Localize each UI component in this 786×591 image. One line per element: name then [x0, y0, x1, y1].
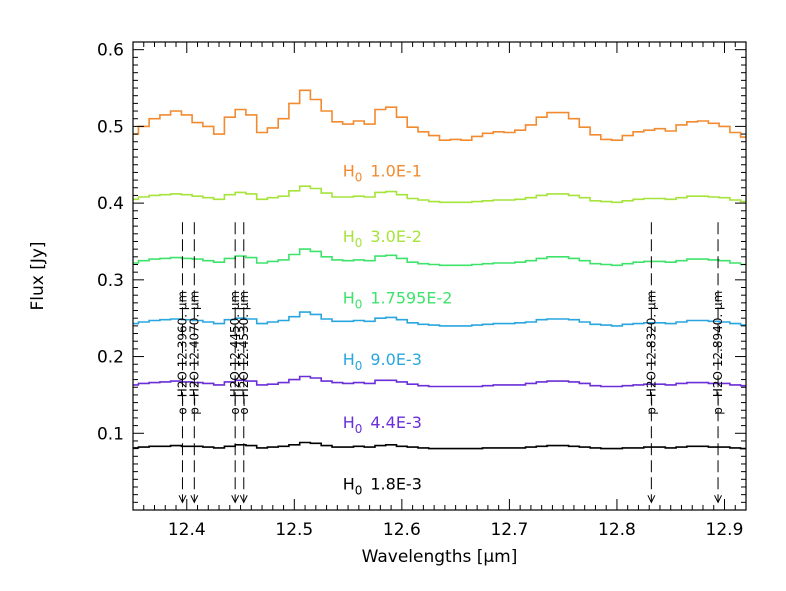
series-label-4: H0 9.0E-3 [343, 350, 422, 373]
line-marker-label-1: o−H2O 12.3960. μm [175, 291, 189, 415]
y-tick-label: 0.5 [97, 117, 124, 137]
series-label-3: H0 1.7595E-2 [343, 289, 453, 312]
series-line-2 [133, 185, 746, 204]
chart-marks: H0 1.0E-1 H0 3.0E-2 H0 1.7595E-2 H0 9.0E-3 H0 4.4… [133, 89, 746, 504]
series-label-5: H0 4.4E-3 [343, 413, 422, 436]
series-label-2: H0 3.0E-2 [343, 227, 422, 250]
x-tick-label: 12.6 [383, 520, 421, 540]
line-marker-arrow-4 [239, 495, 248, 504]
line-marker-arrow-5 [647, 495, 656, 504]
plot-frame [132, 41, 747, 511]
line-marker-label-2: p−H2O 12.4070. μm [187, 291, 201, 415]
x-axis-title: Wavelengths [μm] [362, 547, 518, 567]
line-marker-arrow-2 [190, 495, 199, 504]
line-marker-label-6: p−H2O 12.8940. μm [711, 291, 725, 415]
series-line-1 [133, 89, 746, 141]
series-label-6: H0 1.8E-3 [343, 474, 422, 497]
y-tick-label: 0.3 [97, 271, 124, 291]
axis-ticks: 12.4 12.5 12.6 12.7 12.8 12.9 0.1 0.2 0.3 0.4 0.5 0… [97, 41, 747, 540]
x-tick-label: 12.5 [275, 520, 313, 540]
y-tick-label: 0.4 [97, 194, 124, 214]
series-line-4 [133, 311, 746, 327]
series-line-3 [133, 248, 746, 267]
line-marker-label-3: o−H2O 12.4450. μm [228, 291, 242, 415]
x-tick-label: 12.9 [706, 520, 744, 540]
series-line-5 [133, 375, 746, 388]
line-marker-arrow-1 [178, 495, 187, 504]
line-marker-arrow-6 [714, 495, 722, 504]
line-marker-label-4: o−H2O 12.4530. μm [237, 291, 251, 415]
x-tick-label: 12.4 [168, 520, 206, 540]
y-tick-label: 0.1 [97, 424, 124, 444]
y-tick-label: 0.6 [97, 41, 124, 61]
series-label-1: H0 1.0E-1 [343, 161, 422, 184]
x-tick-label: 12.8 [598, 520, 636, 540]
x-tick-label: 12.7 [490, 520, 528, 540]
line-marker-label-5: p−H2O 12.8320. μm [644, 291, 658, 415]
y-tick-label: 0.2 [97, 348, 124, 368]
y-axis-title: Flux [Jy] [28, 241, 48, 310]
line-marker-arrow-3 [231, 495, 240, 504]
series-line-6 [133, 441, 746, 450]
